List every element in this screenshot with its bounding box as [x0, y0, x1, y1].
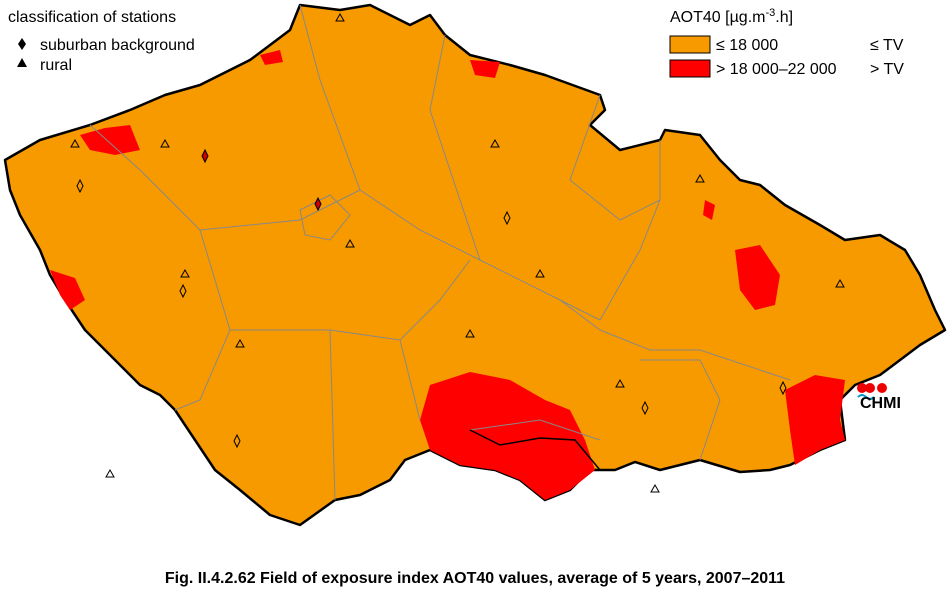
- triangle-symbol: [17, 58, 27, 67]
- title-part: .h]: [775, 9, 793, 26]
- legend-swatch: [669, 35, 711, 54]
- station-legend-item: rural: [40, 57, 72, 74]
- legend-note: > TV: [870, 61, 904, 78]
- country: [3, 3, 947, 527]
- logo: CHMI: [857, 383, 901, 412]
- station-legend-title: classification of stations: [8, 9, 176, 26]
- title-sup: -3: [765, 7, 775, 19]
- logo-text: CHMI: [860, 395, 901, 412]
- region-borders: [89, 4, 791, 501]
- legend-label: > 18 000–22 000: [716, 61, 837, 78]
- aot40-legend-title: AOT40 [µg.m-3.h]: [670, 7, 793, 26]
- caption: Fig. II.4.2.62 Field of exposure index A…: [165, 570, 785, 587]
- legend-swatch: [669, 59, 711, 78]
- station-legend-item: suburban background: [40, 37, 195, 54]
- legend-note: ≤ TV: [870, 37, 904, 54]
- diamond-symbol: [18, 38, 26, 50]
- stations: [70, 12, 845, 493]
- title-part: AOT40 [µg.m: [670, 9, 765, 26]
- legend-label: ≤ 18 000: [716, 37, 778, 54]
- exceedance-areas: [50, 50, 845, 500]
- district-borders: [469, 429, 601, 471]
